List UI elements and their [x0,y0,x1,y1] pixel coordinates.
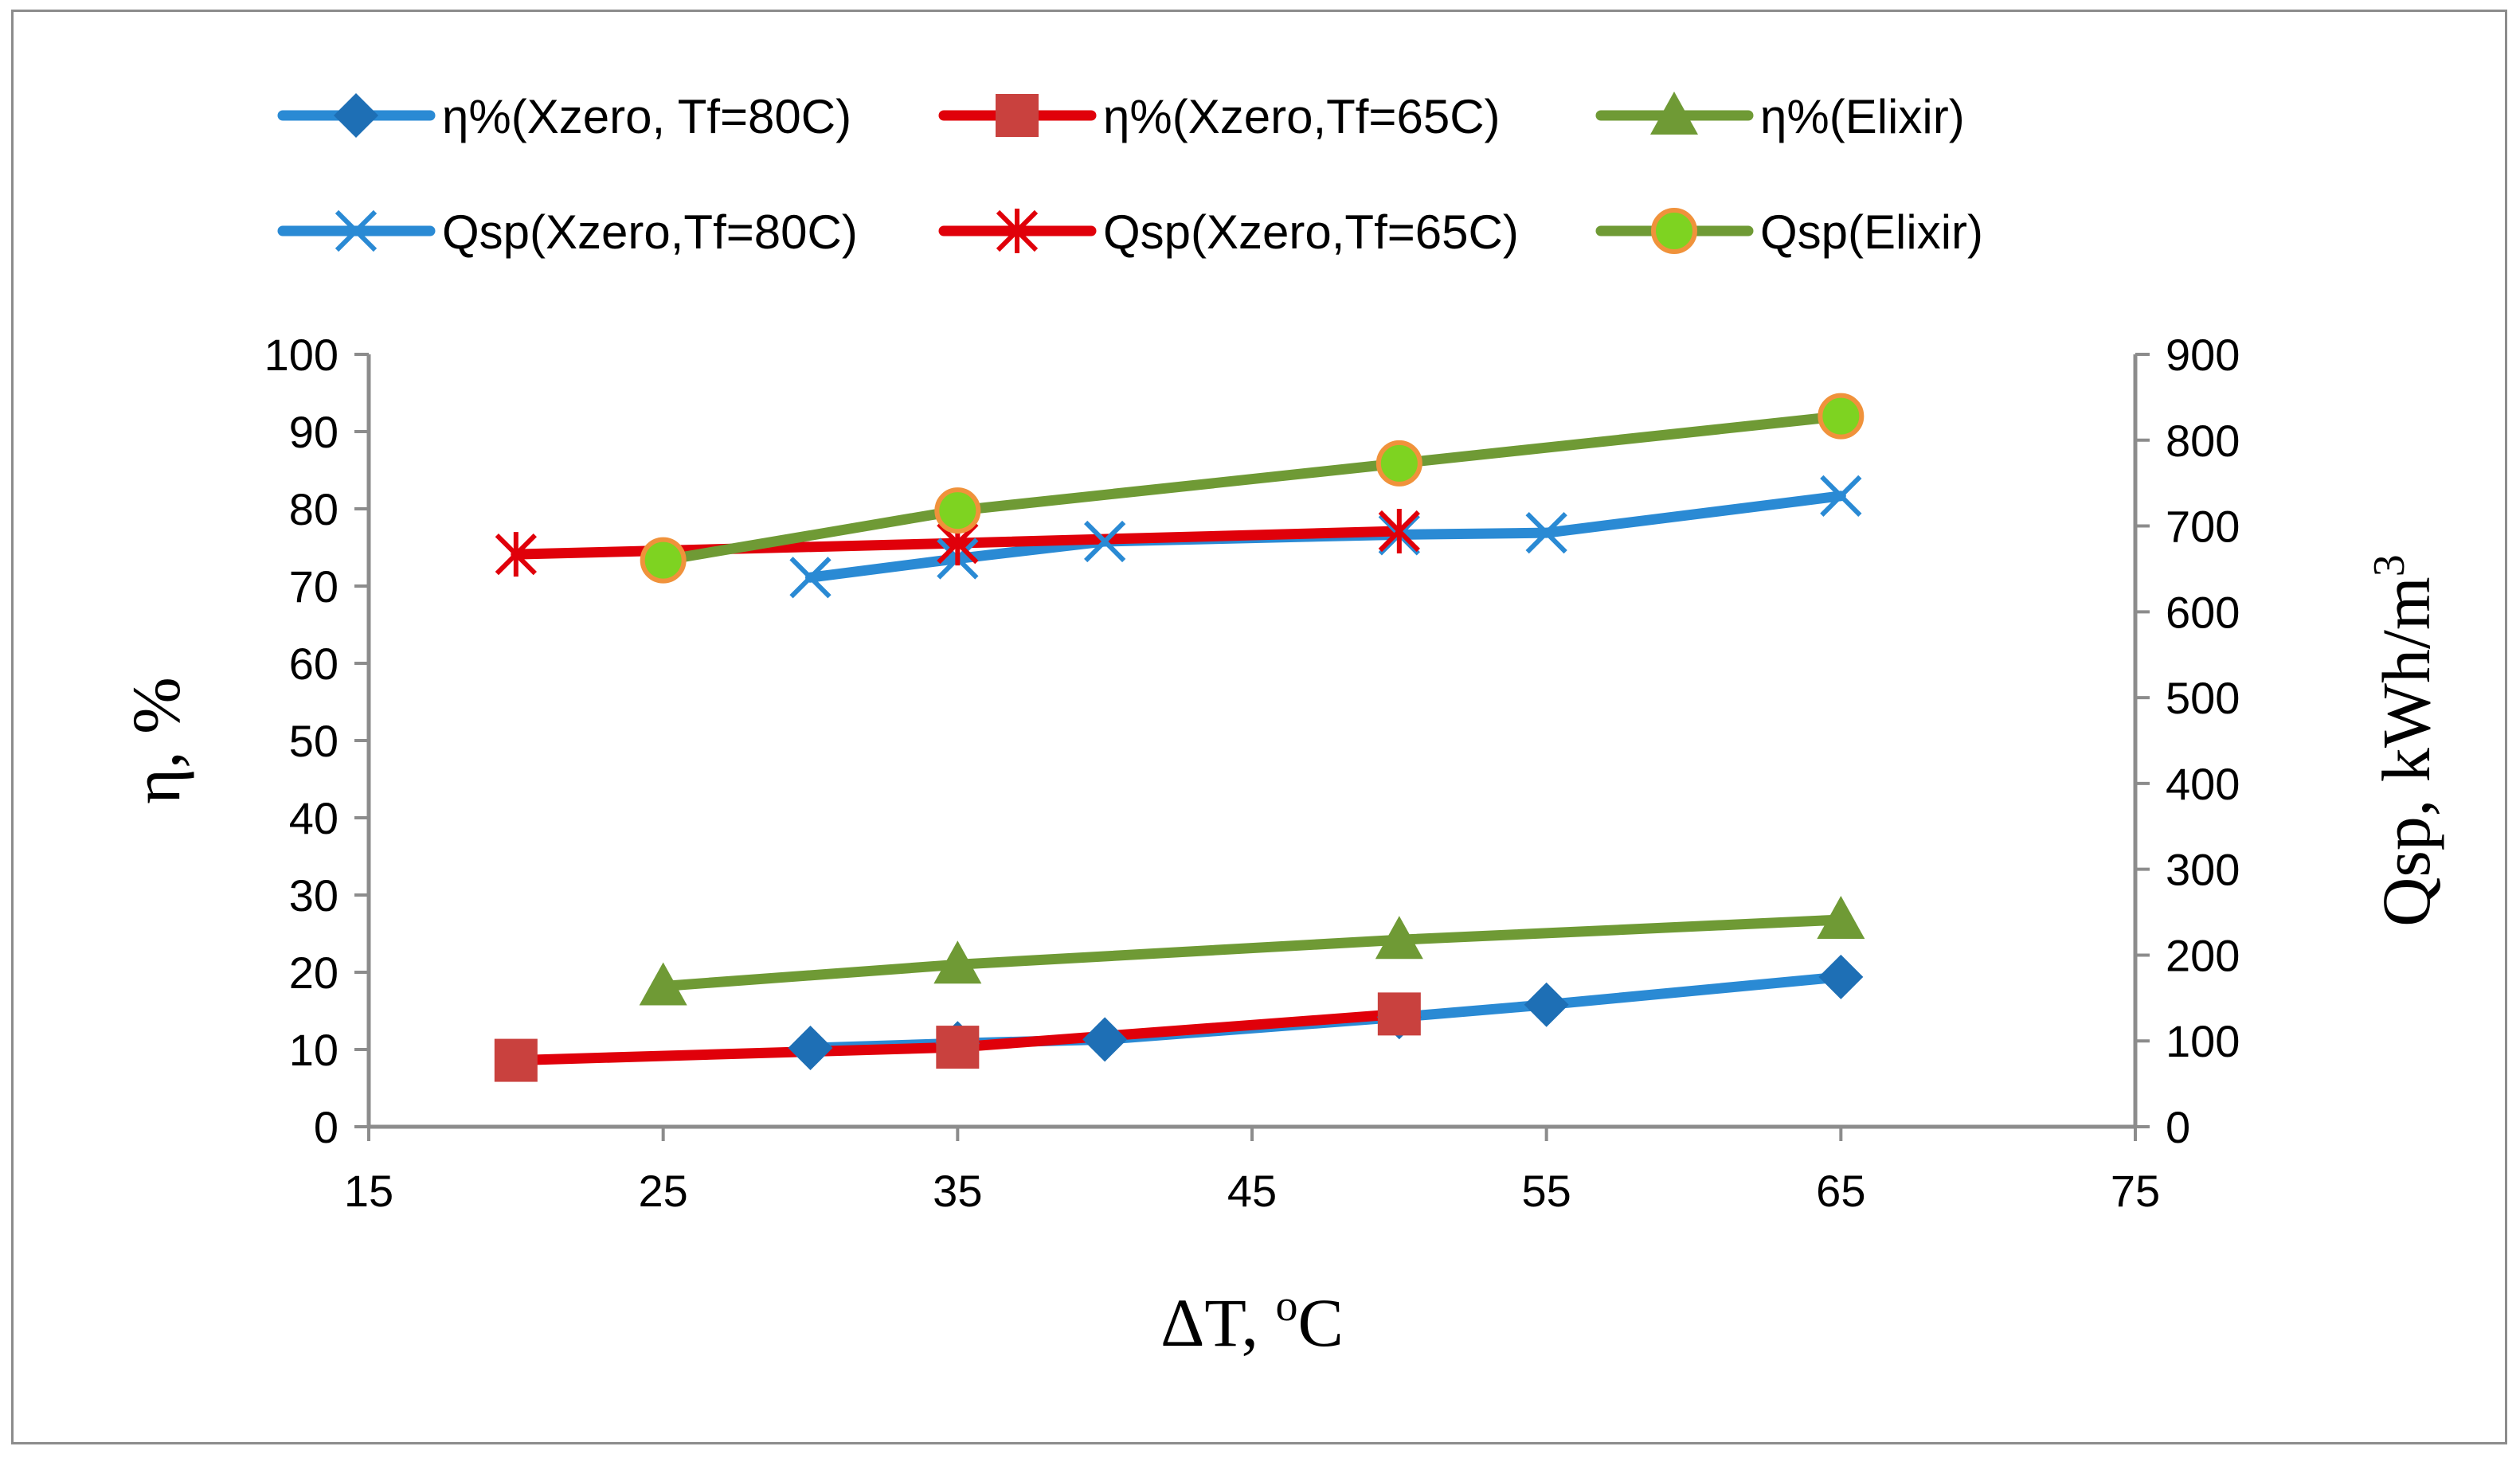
data-point-s0-0 [788,1026,833,1071]
legend-item-4: Qsp(Xzero,Tf=65C) [938,205,1519,259]
legend-swatch-marker [996,209,1039,253]
x-tick-label: 25 [639,1166,688,1216]
x-axis-title: ΔT, oC [1160,1281,1344,1361]
y-left-tick-label: 90 [289,407,338,457]
y-right-tick-label: 600 [2166,587,2240,637]
y-left-tick-label: 50 [289,716,338,766]
series-line-5 [658,411,1846,566]
x-tick-label: 45 [1227,1166,1277,1216]
legend-swatch-marker [334,93,378,138]
data-point-s1-1 [936,1026,980,1069]
data-point-s2-3 [1817,896,1865,940]
legend-label: Qsp(Xzero,Tf=80C) [442,205,858,259]
legend-item-5: Qsp(Elixir) [1595,205,1983,259]
data-point-s2-2 [1375,916,1423,960]
y-right-tick-label: 900 [2166,330,2240,380]
data-point-s3-0 [789,557,832,599]
data-point-s0-5 [1818,954,1864,999]
series-line-2 [658,914,1846,991]
data-point-s5-0 [640,537,687,584]
x-tick-label: 55 [1522,1166,1571,1216]
legend-swatch-marker [1650,92,1698,135]
data-point-s3-5 [1820,475,1862,517]
data-point-s5-2 [1375,440,1422,487]
series-lines [511,411,1846,1066]
legend-label: Qsp(Elixir) [1760,205,1983,259]
x-tick-label: 65 [1816,1166,1865,1216]
y-right-tick-label: 500 [2166,673,2240,723]
y-right-tick-label: 400 [2166,759,2240,809]
series-markers [494,393,1865,1082]
data-point-s1-0 [494,1038,538,1082]
legend-label: η%(Xzero, Tf=80C) [442,90,851,143]
y-axis-left-title: η, % [118,677,194,804]
x-tick-label: 35 [933,1166,982,1216]
data-point-s4-2 [1378,509,1420,554]
y-right-tick-label: 0 [2166,1102,2190,1152]
data-point-s1-2 [1377,992,1421,1036]
x-tick-label: 15 [344,1166,393,1216]
legend-label: η%(Xzero,Tf=65C) [1103,90,1501,143]
legend-swatch-marker [1651,208,1697,254]
y-left-tick-label: 10 [289,1025,338,1075]
y-left-tick-label: 60 [289,639,338,689]
data-point-s2-1 [933,940,982,984]
ticks: 15 25 35 45 55 65 7501020304050607080901000100… [264,330,2240,1216]
y-right-tick-label: 700 [2166,502,2240,552]
data-point-s0-4 [1524,982,1569,1027]
y-left-tick-label: 40 [289,793,338,843]
legend-item-3: Qsp(Xzero,Tf=80C) [277,205,858,259]
data-point-s3-2 [1084,520,1126,563]
data-point-s2-0 [639,962,687,1006]
data-point-s0-2 [1082,1017,1128,1062]
legend: η%(Xzero, Tf=80C) η%(Xzero,Tf=65C) η%(Elix… [277,90,1983,259]
legend-item-0: η%(Xzero, Tf=80C) [277,90,851,143]
y-right-tick-label: 800 [2166,416,2240,466]
legend-swatch-marker [996,94,1039,137]
legend-swatch-marker [335,209,378,252]
y-right-tick-label: 200 [2166,930,2240,980]
y-left-tick-label: 100 [264,330,338,380]
y-left-tick-label: 20 [289,948,338,998]
data-point-s3-4 [1525,512,1567,554]
data-point-s4-0 [495,532,537,577]
y-right-tick-label: 100 [2166,1016,2240,1066]
legend-item-2: η%(Elixir) [1595,90,1965,143]
y-right-tick-label: 300 [2166,845,2240,895]
legend-item-1: η%(Xzero,Tf=65C) [938,90,1501,143]
legend-label: η%(Elixir) [1760,90,1965,143]
y-left-tick-label: 80 [289,484,338,534]
y-axis-right-title: Qsp, kWh/m3 [2365,554,2444,927]
data-point-s5-3 [1818,393,1865,440]
legend-label: Qsp(Xzero,Tf=65C) [1103,205,1519,259]
axes [366,354,2138,1129]
y-left-tick-label: 70 [289,561,338,612]
y-left-tick-label: 30 [289,870,338,921]
chart-frame [11,10,2507,1444]
data-point-s5-1 [934,487,981,534]
x-tick-label: 75 [2111,1166,2160,1216]
y-left-tick-label: 0 [314,1102,338,1152]
